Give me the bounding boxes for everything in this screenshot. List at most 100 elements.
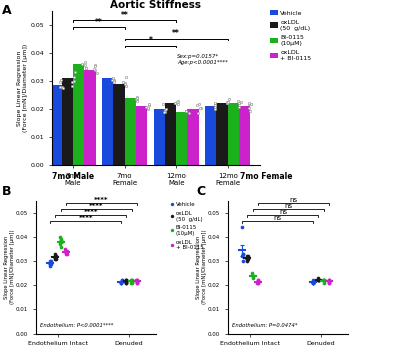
- Point: [310, 280, 316, 286]
- Bar: [176, 112, 188, 165]
- Point: [134, 278, 140, 283]
- Point: [250, 273, 256, 278]
- Point: [58, 244, 64, 250]
- Text: Endothelium: P=0.0474*: Endothelium: P=0.0474*: [232, 323, 297, 328]
- Point: [134, 98, 140, 104]
- Point: [172, 100, 178, 106]
- Bar: [50, 85, 62, 165]
- Point: [162, 107, 168, 113]
- Point: [63, 251, 69, 257]
- Point: [123, 278, 129, 283]
- Y-axis label: Slope Linear Regression
(Force [mN]/Diameter [μm]): Slope Linear Regression (Force [mN]/Diam…: [17, 44, 28, 132]
- Point: [194, 110, 201, 115]
- Bar: [154, 109, 165, 165]
- Point: [92, 62, 98, 68]
- Legend: Vehicle, oxLDL
(50  g/dL), BI-0115
(10μM), oxLDL
+ BI-0115: Vehicle, oxLDL (50 g/dL), BI-0115 (10μM)…: [269, 9, 313, 62]
- Point: [53, 256, 59, 262]
- Point: [326, 278, 332, 283]
- Point: [245, 101, 252, 107]
- Point: [314, 278, 321, 283]
- Point: [161, 109, 167, 115]
- Point: [92, 63, 98, 69]
- Point: [320, 278, 327, 283]
- Point: [239, 258, 246, 264]
- Bar: [228, 103, 239, 165]
- Point: [128, 278, 135, 283]
- Text: **: **: [172, 29, 180, 38]
- Point: [52, 253, 58, 259]
- Point: [111, 78, 117, 84]
- Point: [174, 99, 180, 104]
- Point: [62, 248, 68, 254]
- Point: [123, 74, 129, 80]
- Bar: [205, 106, 216, 165]
- Point: [134, 278, 140, 283]
- Point: [118, 280, 124, 286]
- Point: [134, 96, 140, 102]
- Text: C: C: [196, 185, 205, 198]
- Point: [223, 100, 230, 106]
- Point: [326, 278, 332, 283]
- Text: ns: ns: [289, 197, 298, 202]
- Point: [48, 261, 54, 266]
- Point: [238, 253, 245, 259]
- Point: [120, 80, 126, 85]
- Point: [235, 98, 242, 103]
- Point: [326, 280, 332, 286]
- Point: [60, 86, 66, 91]
- Text: B: B: [2, 185, 12, 198]
- Point: [47, 263, 53, 269]
- Point: [53, 253, 59, 259]
- Point: [62, 246, 68, 252]
- Point: [239, 224, 245, 230]
- Point: [182, 109, 189, 114]
- Point: [248, 101, 254, 107]
- Text: **: **: [121, 11, 128, 20]
- Bar: [113, 84, 124, 165]
- Point: [111, 79, 117, 85]
- Point: [245, 253, 251, 259]
- Point: [198, 105, 204, 111]
- Point: [196, 101, 202, 106]
- Bar: [165, 103, 176, 165]
- Point: [92, 67, 98, 73]
- Point: [134, 280, 140, 286]
- Point: [47, 258, 54, 264]
- Bar: [73, 64, 84, 165]
- Point: [134, 94, 140, 100]
- Point: [129, 280, 135, 286]
- Point: [52, 256, 58, 262]
- Text: ****: ****: [89, 203, 104, 208]
- Point: [91, 66, 97, 72]
- Point: [212, 106, 218, 111]
- Point: [134, 280, 140, 286]
- Text: **: **: [95, 18, 103, 27]
- Point: [326, 280, 332, 286]
- Bar: [102, 78, 113, 165]
- Point: [254, 278, 261, 283]
- Point: [240, 251, 246, 257]
- Point: [246, 100, 252, 106]
- Legend: Vehicle, oxLDL
(50  g/dL), BI-0115
(10μM), oxLDL
+ BI-0115: Vehicle, oxLDL (50 g/dL), BI-0115 (10μM)…: [168, 201, 204, 252]
- Point: [57, 84, 64, 89]
- Point: [63, 251, 70, 257]
- Point: [315, 278, 321, 283]
- Point: [244, 253, 250, 259]
- Point: [212, 102, 218, 108]
- Point: [212, 104, 218, 110]
- Point: [82, 65, 89, 70]
- Point: [320, 278, 327, 283]
- Point: [108, 77, 115, 83]
- Point: [246, 105, 252, 111]
- Point: [310, 280, 316, 286]
- Point: [162, 109, 168, 115]
- Point: [82, 62, 88, 67]
- Point: [197, 105, 203, 110]
- Point: [69, 79, 76, 85]
- Point: [117, 280, 124, 286]
- Point: [71, 78, 77, 84]
- Point: [118, 278, 125, 283]
- Bar: [188, 109, 199, 165]
- Point: [68, 83, 75, 89]
- Text: 7mo Female: 7mo Female: [240, 172, 292, 181]
